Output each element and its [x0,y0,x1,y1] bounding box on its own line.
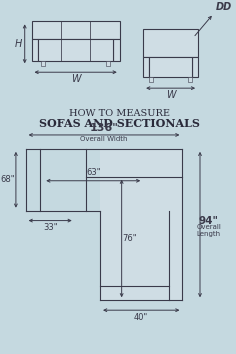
Text: W: W [71,74,80,84]
Text: W: W [166,90,175,100]
Text: 63": 63" [86,168,101,177]
Text: HOW TO MEASURE: HOW TO MEASURE [69,109,170,118]
Bar [100,211,182,300]
Bar [143,29,198,57]
Text: 76": 76" [122,234,137,243]
Polygon shape [26,149,182,211]
Text: 33": 33" [43,223,57,232]
Bar [143,57,149,77]
Text: Overall Width: Overall Width [80,136,128,142]
Bar [188,77,192,82]
Bar [106,61,110,66]
Bar [192,57,198,77]
Text: H: H [15,39,22,49]
Bar [149,77,153,82]
Bar [32,22,120,39]
Text: 136": 136" [90,123,118,133]
Bar [38,39,113,61]
Text: SOFAS AND SECTIONALS: SOFAS AND SECTIONALS [39,118,200,129]
Text: Overall
Length: Overall Length [196,224,221,237]
Bar [149,57,192,77]
Text: 94": 94" [199,216,219,225]
Bar [32,39,38,61]
Text: 68": 68" [1,175,15,184]
Text: DD: DD [216,2,232,12]
Bar [113,39,120,61]
Bar [41,61,45,66]
Text: 40": 40" [134,313,148,322]
